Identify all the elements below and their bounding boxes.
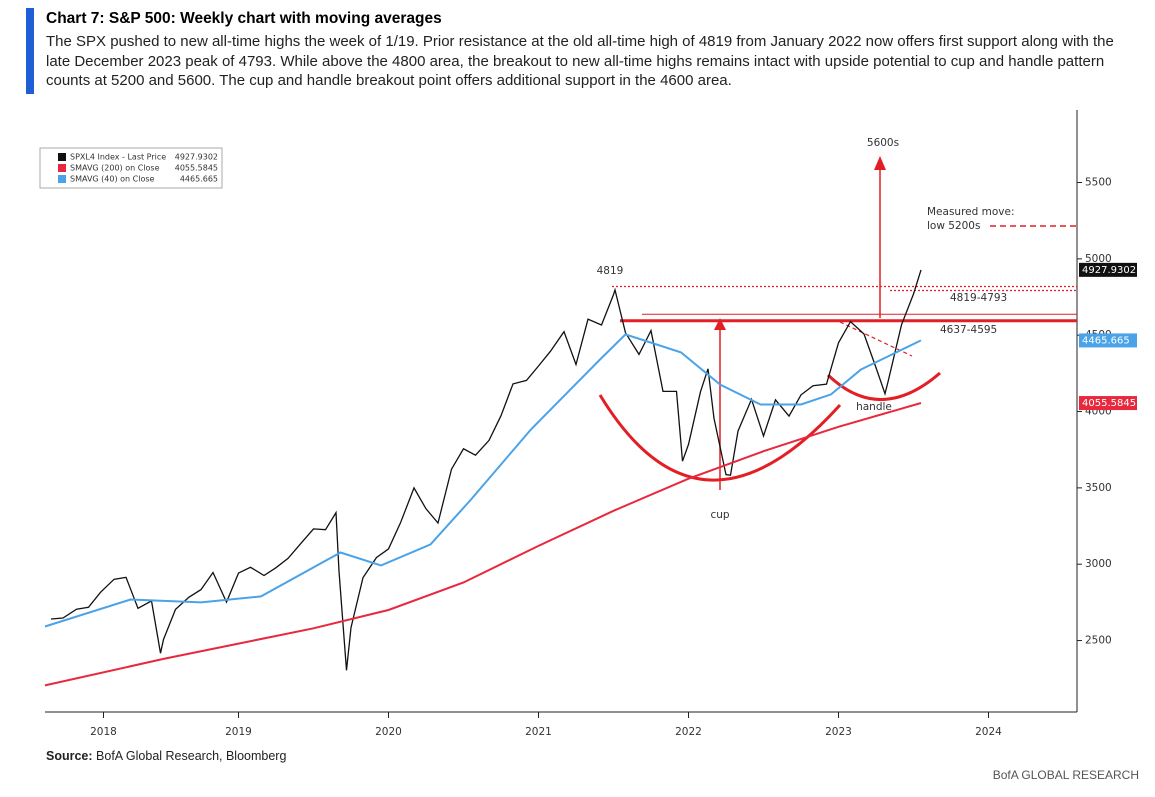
legend-box xyxy=(39,147,223,189)
source: Source: BofA Global Research, Bloomberg xyxy=(46,749,286,763)
legend-name: SMAVG (200) on Close xyxy=(70,164,160,173)
price-tag xyxy=(1079,262,1137,277)
series-line xyxy=(50,269,922,671)
peak-label: 4819 xyxy=(597,265,624,277)
measured-label: low 5200s xyxy=(927,220,980,232)
y-tick-label: 3000 xyxy=(1085,558,1112,570)
legend-swatch xyxy=(58,164,66,172)
price-tag-label: 4465.665 xyxy=(1082,335,1130,346)
x-tick-label: 2021 xyxy=(525,726,552,738)
x-tick-label: 2022 xyxy=(675,726,702,738)
cup-arc xyxy=(598,394,842,482)
y-tick-label: 5500 xyxy=(1085,177,1112,189)
series-line xyxy=(44,333,922,628)
legend: SPXL4 Index - Last Price 4927.9302 SMAVG (… xyxy=(39,147,223,189)
title: Chart 7: S&P 500: Weekly chart with movi… xyxy=(46,10,442,27)
price-tag-label: 4055.5845 xyxy=(1082,398,1136,409)
x-tick-label: 2018 xyxy=(90,726,117,738)
legend-swatch xyxy=(58,175,66,183)
x-tick-label: 2019 xyxy=(225,726,252,738)
target-label: 5600s xyxy=(867,137,899,149)
handle-label: handle xyxy=(856,401,892,413)
measured-label: Measured move: xyxy=(927,206,1015,218)
subtitle: The SPX pushed to new all-time highs the… xyxy=(46,33,1114,89)
y-tick-label: 5000 xyxy=(1085,253,1112,265)
y-tick-label: 2500 xyxy=(1085,635,1112,647)
legend-name: SMAVG (40) on Close xyxy=(70,175,155,184)
legend-value: 4465.665 xyxy=(180,175,218,184)
price-tag-label: 4927.9302 xyxy=(1082,265,1136,276)
legend-swatch xyxy=(58,153,66,161)
x-tick-label: 2024 xyxy=(975,726,1002,738)
y-tick-label: 3500 xyxy=(1085,482,1112,494)
series-line xyxy=(44,402,922,687)
legend-value: 4927.9302 xyxy=(175,153,218,162)
x-tick-label: 2023 xyxy=(825,726,852,738)
accent-bar xyxy=(26,8,34,94)
arrow-head xyxy=(874,156,886,170)
x-tick-label: 2020 xyxy=(375,726,402,738)
handle-arc xyxy=(826,371,941,401)
source-label: Source: xyxy=(46,749,93,763)
price-tag xyxy=(1079,396,1137,411)
brand: BofA GLOBAL RESEARCH xyxy=(992,768,1139,782)
band-label: 4637-4595 xyxy=(940,324,997,336)
cup-label: cup xyxy=(710,509,729,521)
source-text: BofA Global Research, Bloomberg xyxy=(96,749,287,763)
legend-value: 4055.5845 xyxy=(175,164,218,173)
price-tag xyxy=(1079,333,1137,348)
legend-name: SPXL4 Index - Last Price xyxy=(70,153,166,162)
band-label: 4819-4793 xyxy=(950,292,1007,304)
arrow-head xyxy=(714,318,726,330)
